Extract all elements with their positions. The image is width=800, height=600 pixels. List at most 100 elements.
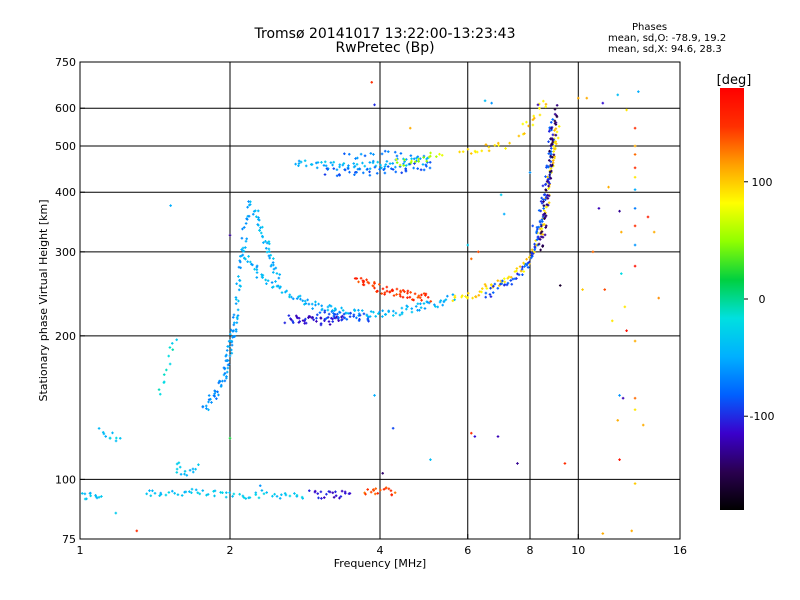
echo-point bbox=[83, 497, 87, 501]
echo-point bbox=[522, 270, 526, 273]
echo-point bbox=[228, 491, 231, 494]
echo-point bbox=[162, 381, 166, 384]
echo-point bbox=[157, 388, 161, 391]
echo-point bbox=[331, 491, 335, 495]
echo-point bbox=[118, 436, 122, 440]
echo-point bbox=[546, 165, 550, 169]
stray-point bbox=[470, 431, 473, 435]
x-tick-label: 8 bbox=[527, 544, 534, 557]
echo-point bbox=[374, 315, 377, 318]
stray-point bbox=[381, 471, 384, 475]
echo-point bbox=[550, 127, 553, 130]
echo-point bbox=[249, 260, 252, 264]
echo-point bbox=[363, 164, 367, 168]
echo-point bbox=[317, 496, 320, 500]
echo-point bbox=[539, 200, 543, 203]
echo-point bbox=[434, 305, 437, 308]
stray-point bbox=[633, 243, 637, 247]
echo-point bbox=[230, 348, 233, 352]
stray-point bbox=[516, 462, 519, 465]
echo-point bbox=[380, 292, 384, 295]
stray-point bbox=[603, 288, 607, 291]
echo-point bbox=[261, 273, 265, 277]
echo-point bbox=[225, 349, 229, 352]
echo-point bbox=[530, 254, 533, 257]
echo-point bbox=[461, 150, 465, 153]
echo-point bbox=[267, 247, 271, 251]
stray-point bbox=[601, 101, 605, 105]
echo-point bbox=[307, 489, 311, 493]
echo-point bbox=[149, 494, 153, 498]
echo-point bbox=[530, 248, 534, 252]
echo-point bbox=[244, 497, 248, 500]
echo-point bbox=[541, 233, 545, 236]
echo-point bbox=[384, 486, 388, 489]
echo-point bbox=[553, 147, 557, 151]
echo-point bbox=[371, 159, 375, 163]
echo-point bbox=[288, 295, 291, 299]
echo-point bbox=[213, 489, 217, 493]
echo-point bbox=[359, 152, 363, 156]
echo-point bbox=[343, 316, 347, 320]
echo-point bbox=[373, 286, 376, 290]
echo-point bbox=[196, 491, 200, 495]
echo-point bbox=[549, 160, 553, 163]
echo-point bbox=[167, 354, 170, 358]
echo-point bbox=[442, 299, 446, 303]
stray-point bbox=[633, 126, 637, 130]
echo-point bbox=[239, 254, 242, 258]
echo-point bbox=[546, 203, 550, 207]
echo-point bbox=[398, 313, 402, 317]
echo-point bbox=[540, 227, 544, 230]
echo-point bbox=[556, 136, 560, 140]
echo-point bbox=[421, 163, 425, 166]
echo-point bbox=[440, 153, 444, 157]
echo-point bbox=[480, 290, 483, 294]
echo-point bbox=[424, 163, 428, 167]
echo-point bbox=[304, 164, 308, 168]
echo-point bbox=[357, 308, 360, 312]
echo-point bbox=[487, 149, 491, 153]
echo-point bbox=[224, 354, 228, 358]
echo-point bbox=[515, 267, 519, 270]
echo-point bbox=[239, 266, 242, 270]
echo-point bbox=[549, 152, 553, 156]
stray-point bbox=[466, 243, 470, 247]
echo-point bbox=[297, 159, 301, 163]
echo-point bbox=[176, 493, 180, 496]
echo-point bbox=[484, 291, 488, 295]
echo-point bbox=[265, 250, 269, 254]
echo-point bbox=[368, 161, 372, 164]
echo-point bbox=[191, 467, 195, 471]
echo-point bbox=[519, 269, 523, 273]
echo-point bbox=[234, 302, 238, 305]
stray-point bbox=[585, 96, 589, 100]
echo-point bbox=[542, 204, 546, 207]
echo-point bbox=[427, 301, 431, 305]
echo-point bbox=[235, 321, 239, 324]
echo-point bbox=[549, 167, 553, 170]
echo-point bbox=[446, 294, 449, 298]
echo-point bbox=[325, 317, 328, 320]
echo-point bbox=[497, 284, 501, 287]
echo-point bbox=[204, 404, 208, 408]
echo-point bbox=[546, 193, 550, 197]
echo-point bbox=[273, 492, 276, 496]
echo-point bbox=[502, 277, 506, 280]
echo-point bbox=[484, 295, 488, 299]
echo-point bbox=[222, 373, 226, 377]
echo-point bbox=[382, 488, 386, 491]
echo-point bbox=[491, 291, 495, 294]
colorbar-label: [deg] bbox=[717, 73, 752, 88]
echo-point bbox=[533, 242, 536, 246]
echo-point bbox=[89, 494, 92, 498]
echo-point bbox=[369, 490, 373, 494]
echo-point bbox=[413, 292, 417, 296]
echo-point bbox=[429, 151, 432, 155]
echo-point bbox=[313, 489, 317, 493]
echo-point bbox=[425, 159, 428, 163]
echo-point bbox=[315, 316, 318, 320]
echo-point bbox=[541, 184, 545, 188]
echo-point bbox=[506, 277, 510, 280]
